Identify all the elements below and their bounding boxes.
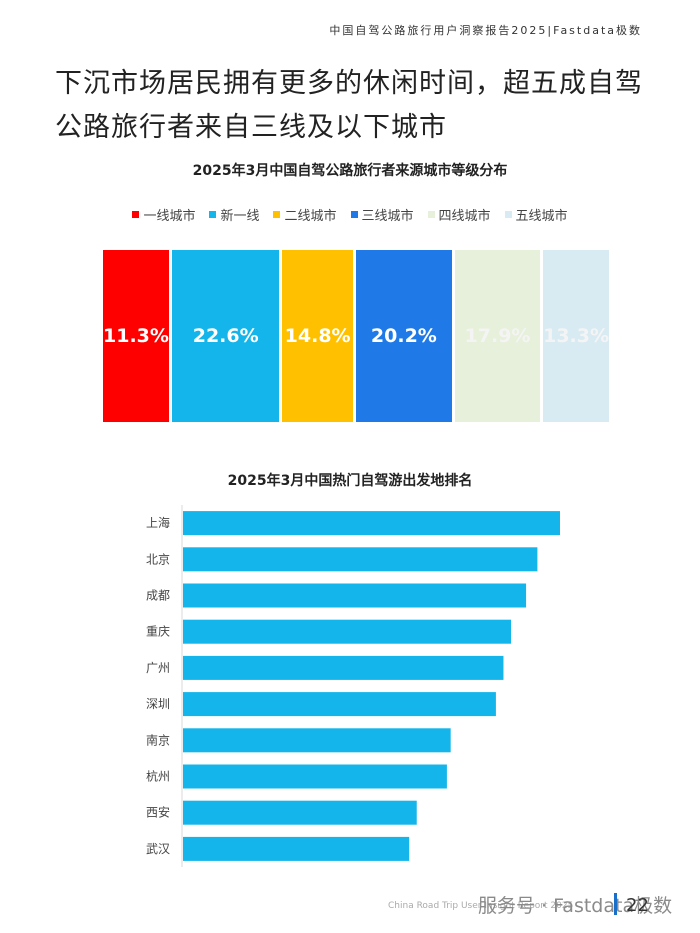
page-headline: 下沉市场居民拥有更多的休闲时间，超五成自驾公路旅行者来自三线及以下城市 (55, 68, 643, 143)
wechat-watermark: 服务号 · Fastdata极数 (478, 895, 673, 917)
segment-value-label: 17.9% (464, 325, 531, 347)
city-tier-chart-title: 2025年3月中国自驾公路旅行者来源城市等级分布 (192, 163, 508, 179)
ranking-bar (183, 511, 560, 536)
category-label: 武汉 (146, 842, 170, 856)
segment-value-label: 20.2% (370, 325, 437, 347)
ranking-bar (183, 692, 496, 717)
category-label: 重庆 (146, 625, 170, 639)
legend-label: 四线城市 (438, 209, 491, 224)
segment-value-label: 11.3% (103, 325, 169, 347)
stacked-segment: 17.9% (454, 250, 541, 422)
departure-ranking-chart-title: 2025年3月中国热门自驾游出发地排名 (227, 473, 473, 489)
ranking-bar (183, 619, 511, 644)
ranking-bar (183, 800, 417, 825)
legend-item: 四线城市 (427, 205, 491, 224)
legend-item: 一线城市 (132, 205, 195, 224)
legend-label: 三线城市 (361, 209, 414, 224)
category-label: 深圳 (146, 697, 170, 711)
legend-swatch (427, 211, 435, 218)
ranking-bar (183, 836, 410, 861)
legend-swatch (273, 211, 281, 218)
legend-swatch (209, 211, 217, 218)
segment-value-label: 14.8% (284, 325, 351, 347)
stacked-segment: 22.6% (171, 250, 280, 422)
legend-swatch (350, 211, 358, 218)
category-label: 西安 (146, 805, 170, 820)
stacked-segment: 14.8% (282, 250, 353, 422)
legend-item: 二线城市 (273, 205, 337, 224)
stacked-segment: 13.3% (543, 250, 610, 422)
segment-value-label: 22.6% (192, 325, 259, 347)
legend-item: 新一线 (209, 205, 259, 224)
city-tier-stacked-bar: 11.3% 22.6% 14.8% 20.2% 17.9% 13.3% (103, 250, 610, 422)
category-label: 北京 (146, 552, 170, 566)
report-header: 中国自驾公路旅行用户洞察报告2025|Fastdata极数 (329, 24, 642, 37)
legend-label: 一线城市 (143, 209, 196, 224)
category-label: 上海 (146, 515, 170, 530)
legend-label: 新一线 (220, 209, 260, 224)
legend-swatch (132, 211, 140, 218)
page-number-accent-bar (614, 893, 617, 915)
ranking-bar (183, 764, 447, 789)
city-tier-legend: 一线城市 新一线 二线城市 三线城市 四线城市 五线城市 (0, 205, 700, 224)
stacked-segment: 20.2% (355, 250, 452, 422)
ranking-bar (183, 547, 538, 572)
ranking-bar (183, 655, 504, 680)
category-label: 广州 (146, 661, 170, 675)
ranking-bar (183, 583, 527, 608)
legend-label: 二线城市 (284, 209, 337, 224)
ranking-bar (183, 728, 451, 753)
legend-swatch (504, 211, 512, 218)
category-label: 南京 (146, 732, 170, 747)
legend-item: 三线城市 (350, 205, 414, 224)
footer-english-title: China Road Trip User Insight Report 2025 (388, 901, 574, 911)
category-label: 成都 (146, 589, 170, 603)
segment-value-label: 13.3% (543, 325, 610, 347)
stacked-segment: 11.3% (103, 250, 169, 422)
page-number: 22 (626, 895, 649, 916)
legend-item: 五线城市 (504, 205, 568, 224)
legend-label: 五线城市 (515, 209, 568, 224)
category-label: 杭州 (146, 769, 170, 784)
